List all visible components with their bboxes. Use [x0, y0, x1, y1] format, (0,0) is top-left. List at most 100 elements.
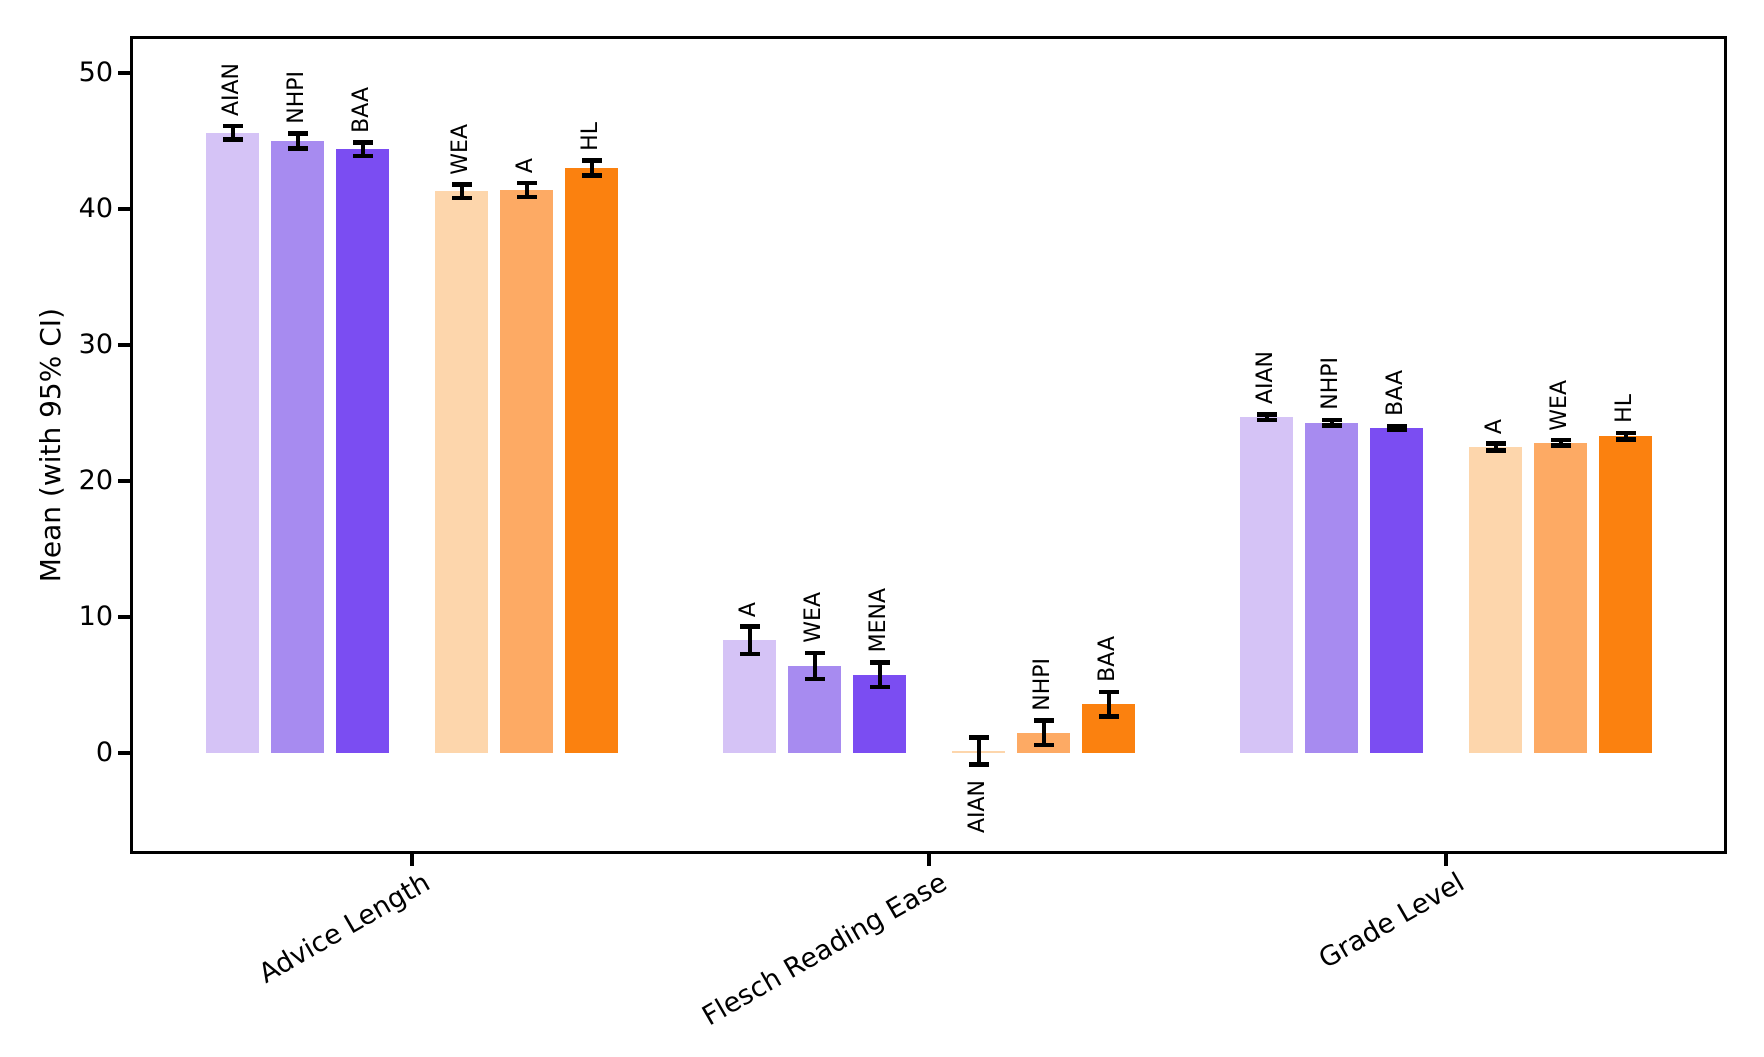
error-bar-cap-top: [516, 180, 537, 186]
y-tick-mark: [118, 479, 131, 483]
error-bar-stem: [524, 183, 529, 197]
error-bar-cap-top: [451, 182, 472, 187]
y-tick-mark: [118, 615, 131, 619]
error-bar-cap-bottom: [1550, 443, 1571, 448]
error-bar-cap-bottom: [1386, 427, 1407, 433]
y-tick-label: 10: [78, 601, 113, 633]
error-bar-cap-bottom: [352, 153, 373, 159]
error-bar-stem: [295, 133, 300, 149]
bar: [336, 149, 389, 754]
bar: [1469, 447, 1522, 754]
error-bar-stem: [230, 126, 235, 140]
x-tick-label-category: Advice Length: [253, 867, 436, 990]
error-bar-cap-top: [739, 624, 760, 629]
y-tick-mark: [118, 71, 131, 75]
error-bar-stem: [877, 662, 882, 688]
error-bar-cap-top: [869, 660, 890, 665]
error-bar-cap-bottom: [451, 195, 472, 201]
y-tick-label: 50: [78, 57, 113, 88]
error-bar-cap-bottom: [1098, 714, 1119, 719]
error-bar-cap-bottom: [1485, 448, 1506, 453]
y-tick-mark: [118, 751, 131, 755]
error-bar-cap-top: [1098, 689, 1119, 695]
error-bar-stem: [812, 653, 817, 679]
bar-label: NHPI: [1029, 657, 1055, 711]
error-bar-cap-top: [1033, 718, 1054, 723]
bar-label: A: [512, 158, 538, 174]
error-bar-stem: [459, 184, 464, 199]
bar-label: A: [1481, 418, 1507, 434]
bar: [271, 141, 324, 754]
error-bar-stem: [1264, 414, 1269, 420]
y-tick-mark: [118, 207, 131, 211]
bar-label: AIAN: [964, 779, 990, 833]
bar-label: MENA: [865, 588, 891, 653]
error-bar-cap-top: [968, 735, 989, 740]
bar: [1599, 436, 1652, 754]
bar-label: HL: [1611, 393, 1637, 423]
x-tick-mark: [1444, 853, 1448, 866]
error-bar-stem: [1106, 691, 1111, 717]
error-bar-cap-bottom: [287, 146, 308, 151]
error-bar-cap-bottom: [581, 173, 602, 178]
bar: [1370, 427, 1423, 754]
bar-label: BAA: [348, 86, 374, 133]
error-bar-cap-bottom: [1033, 742, 1054, 748]
bar-label: A: [735, 601, 761, 617]
bar-label: WEA: [447, 123, 473, 175]
y-axis-label-wrap: Mean (with 95% CI): [34, 39, 67, 851]
y-tick-label: 20: [78, 465, 113, 497]
error-bar-cap-top: [1485, 441, 1506, 446]
error-bar-cap-bottom: [516, 194, 537, 200]
error-bar-cap-bottom: [1321, 423, 1342, 428]
error-bar-stem: [1558, 440, 1563, 446]
error-bar-cap-top: [1256, 412, 1277, 417]
error-bar-cap-top: [581, 158, 602, 163]
error-bar-cap-bottom: [739, 651, 760, 657]
bar: [435, 191, 488, 754]
error-bar-stem: [1623, 432, 1628, 440]
error-bar-cap-top: [222, 123, 243, 129]
x-tick-label-category: Grade Level: [1313, 867, 1470, 975]
x-tick-mark: [410, 853, 414, 866]
y-tick-label: 0: [95, 737, 113, 769]
error-bar-stem: [1329, 419, 1334, 426]
bar-label: WEA: [1546, 379, 1572, 431]
error-bar-cap-bottom: [1256, 417, 1277, 423]
bar: [723, 640, 776, 754]
error-bar-cap-top: [1321, 417, 1342, 423]
bar-label: NHPI: [1317, 357, 1343, 410]
bar-label: HL: [577, 121, 603, 151]
bar: [1305, 422, 1358, 754]
error-bar-stem: [747, 626, 752, 654]
error-bar-stem: [976, 737, 981, 765]
error-bar-cap-top: [1615, 430, 1636, 435]
error-bar-cap-bottom: [968, 762, 989, 767]
error-bar-cap-top: [287, 131, 308, 136]
error-bar-cap-bottom: [1615, 437, 1636, 442]
bar-label: BAA: [1094, 636, 1120, 682]
bar-label: WEA: [800, 592, 826, 644]
error-bar-stem: [360, 142, 365, 156]
y-tick-label: 30: [78, 329, 113, 361]
bar-label: AIAN: [1252, 351, 1278, 405]
bar: [565, 168, 618, 754]
x-tick-label-category: Flesch Reading Ease: [697, 867, 953, 1033]
x-tick-mark: [927, 853, 931, 866]
error-bar-stem: [1041, 720, 1046, 745]
error-bar-cap-bottom: [804, 676, 825, 682]
y-tick-label: 40: [78, 193, 113, 225]
bar: [500, 189, 553, 754]
bar: [1534, 442, 1587, 754]
plot-area: [130, 36, 1727, 854]
bar-label: NHPI: [283, 70, 309, 124]
error-bar-cap-top: [1550, 437, 1571, 443]
error-bar-cap-top: [1386, 423, 1407, 429]
bar: [1240, 417, 1293, 754]
y-tick-mark: [118, 343, 131, 347]
error-bar-stem: [589, 160, 594, 176]
error-bar-cap-bottom: [869, 684, 890, 690]
error-bar-cap-top: [804, 650, 825, 656]
bar-label: BAA: [1382, 370, 1408, 416]
